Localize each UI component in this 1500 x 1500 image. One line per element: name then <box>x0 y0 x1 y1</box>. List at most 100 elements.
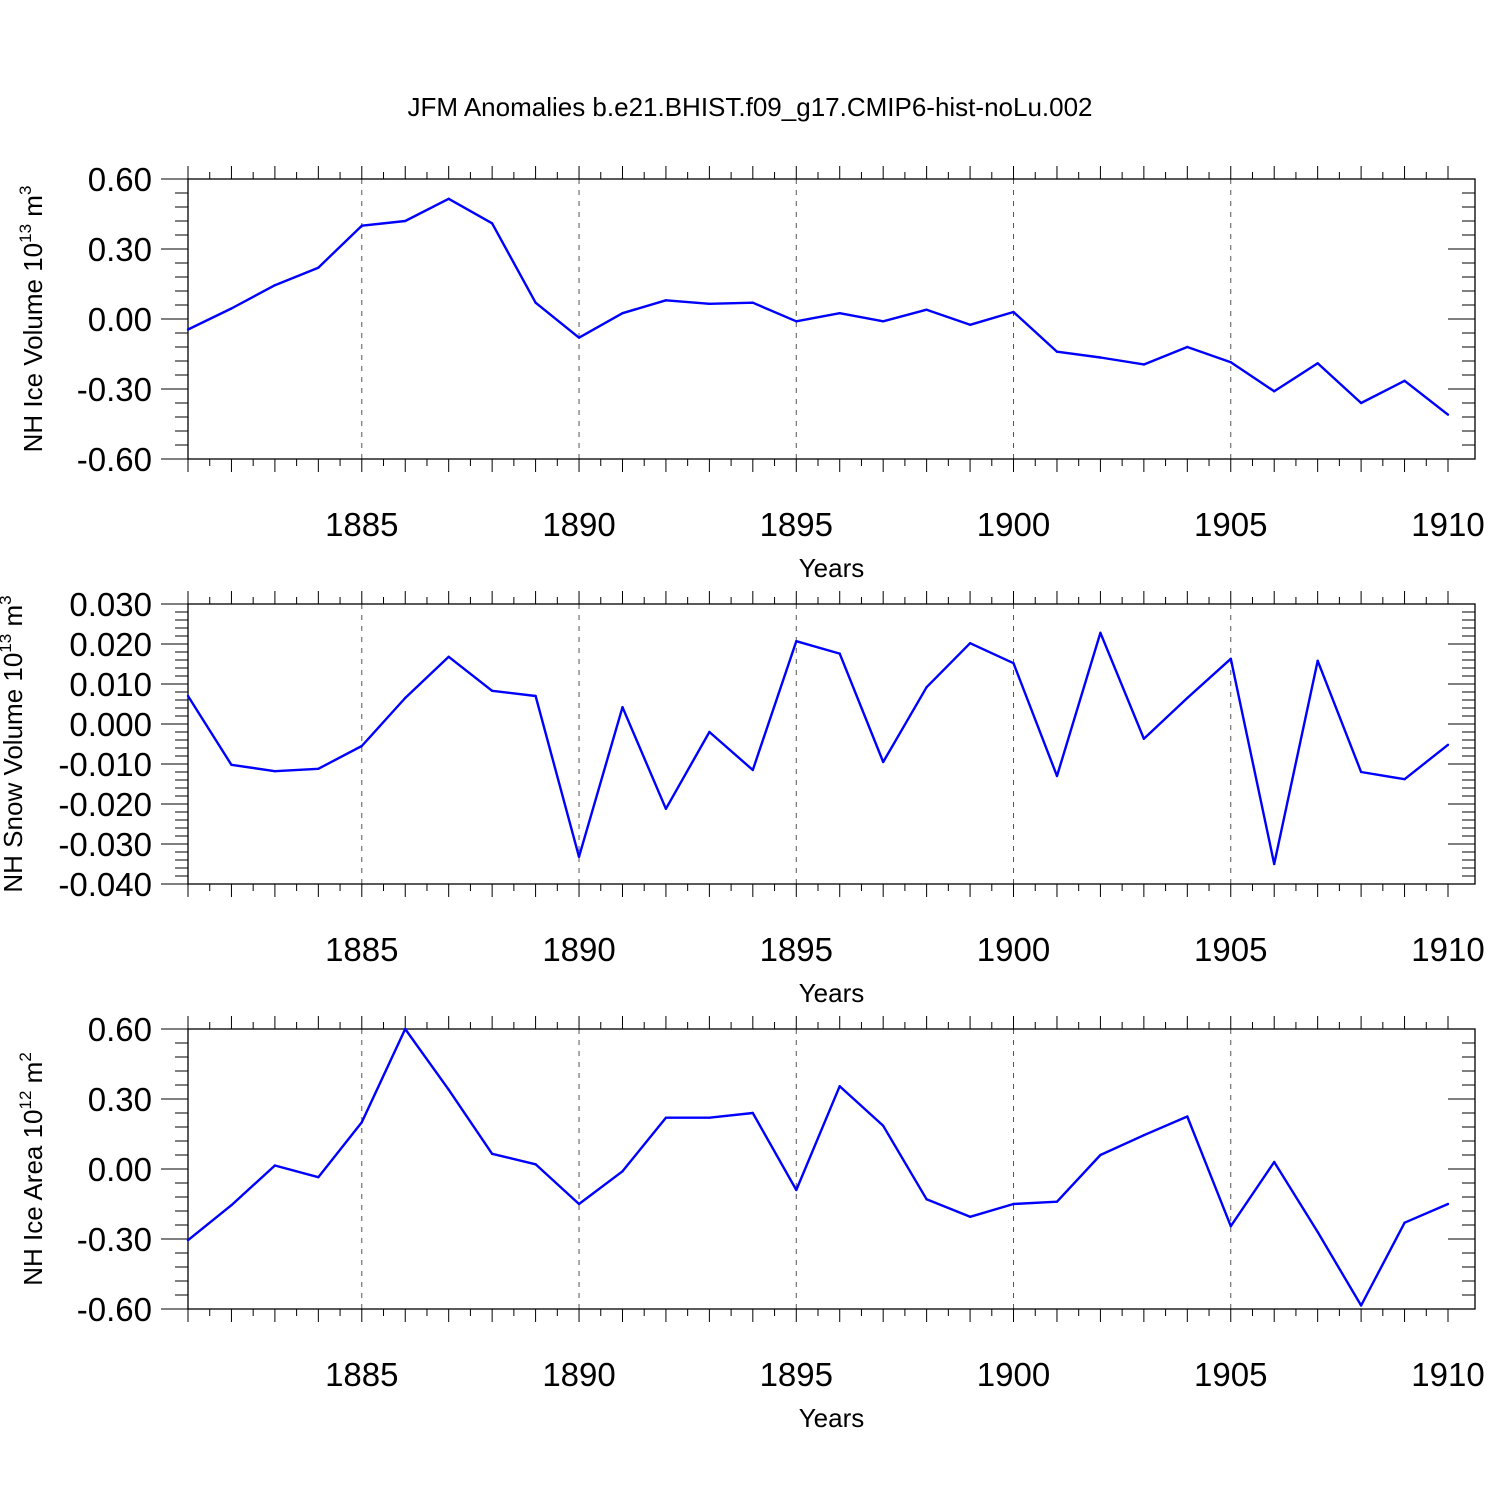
data-point <box>751 1111 755 1115</box>
x-axis-label: Years <box>799 978 865 1008</box>
data-point <box>490 689 494 692</box>
data-point <box>751 301 755 304</box>
data-point <box>968 1215 972 1219</box>
data-point <box>317 767 320 770</box>
panel-2: 0.0300.0200.0100.000-0.010-0.020-0.030-0… <box>0 586 1485 1008</box>
data-point <box>881 760 885 764</box>
data-point <box>1055 1200 1059 1203</box>
series-line <box>187 1027 1449 1307</box>
data-point <box>186 1238 190 1242</box>
data-point <box>1446 1202 1450 1206</box>
data-point <box>534 301 537 304</box>
data-point <box>795 1188 798 1192</box>
y-tick-label: 0.30 <box>88 1081 152 1118</box>
data-point <box>1099 1153 1102 1157</box>
data-point <box>1403 1221 1406 1224</box>
y-tick-label: -0.60 <box>77 441 152 478</box>
y-axis-label: NH Snow Volume 1013 m3 <box>0 595 28 892</box>
series-line <box>186 631 1449 866</box>
data-point <box>1186 696 1189 700</box>
data-point <box>1142 737 1146 740</box>
x-axis-label: Years <box>799 1403 865 1433</box>
data-point <box>621 706 624 709</box>
y-tick-label: -0.30 <box>77 371 152 408</box>
y-tick-label: -0.020 <box>58 786 152 823</box>
data-point <box>230 307 233 310</box>
x-tick-label: 1900 <box>977 931 1050 968</box>
data-point <box>447 655 450 658</box>
data-point <box>230 1203 233 1207</box>
data-point <box>838 652 841 655</box>
data-point <box>1359 1304 1363 1307</box>
data-point <box>360 224 363 227</box>
data-point <box>360 1121 363 1124</box>
panel-1: 0.60 0.30 0.00 -0.30 -0.60 1885 1890 1895 1900 19… <box>16 161 1485 583</box>
data-point <box>751 768 755 772</box>
x-tick-label: 1890 <box>542 1356 615 1393</box>
y-tick-label: 0.030 <box>69 586 152 623</box>
data-point <box>881 1124 885 1128</box>
data-point <box>968 642 972 645</box>
y-tick-label: 0.60 <box>88 1011 152 1048</box>
data-point <box>1229 1224 1232 1228</box>
y-tick-label: 0.020 <box>69 626 152 663</box>
data-point <box>273 770 277 773</box>
data-point <box>1316 362 1319 365</box>
plot-frame <box>187 178 1476 460</box>
data-point <box>1273 390 1276 393</box>
y-tick-label: 0.60 <box>88 161 152 198</box>
x-tick-label: 1885 <box>325 931 398 968</box>
y-tick-label: 0.000 <box>69 706 152 743</box>
x-tick-label: 1910 <box>1411 931 1484 968</box>
plot-frame <box>187 1028 1476 1310</box>
data-point <box>404 696 407 700</box>
data-point <box>1446 743 1450 746</box>
x-tick-label: 1905 <box>1194 1356 1267 1393</box>
data-point <box>1273 1160 1276 1164</box>
data-point <box>404 219 407 223</box>
data-point <box>1316 1230 1319 1234</box>
data-point <box>273 283 277 287</box>
x-tick-label: 1890 <box>542 506 615 543</box>
data-point <box>404 1027 407 1031</box>
y-tick-label: -0.040 <box>58 866 152 903</box>
data-point <box>447 1088 450 1091</box>
data-point <box>1446 413 1450 416</box>
data-point <box>881 320 885 323</box>
y-tick-label: -0.60 <box>77 1291 152 1328</box>
data-point <box>795 640 798 643</box>
data-point <box>1316 659 1319 662</box>
data-point <box>490 222 494 225</box>
data-point <box>621 311 624 315</box>
data-point <box>1099 631 1102 634</box>
data-point <box>1099 356 1102 359</box>
data-point <box>534 694 537 698</box>
data-point <box>1012 1202 1015 1206</box>
y-tick-label: -0.010 <box>58 746 152 783</box>
y-axis-label: NH Ice Volume 1013 m3 <box>16 186 48 453</box>
data-point <box>708 302 711 306</box>
y-tick-label: 0.30 <box>88 231 152 268</box>
data-point <box>664 299 668 302</box>
data-point <box>1186 1115 1189 1118</box>
data-point <box>1055 774 1059 778</box>
series-line <box>187 197 1449 416</box>
data-point <box>1055 350 1059 353</box>
data-point <box>925 686 928 689</box>
x-tick-label: 1890 <box>542 931 615 968</box>
data-point <box>925 1198 928 1201</box>
x-tick-label: 1885 <box>325 1356 398 1393</box>
data-point <box>1403 379 1406 383</box>
data-point <box>577 336 581 339</box>
x-tick-label: 1910 <box>1411 1356 1484 1393</box>
data-point <box>577 1202 581 1206</box>
y-tick-label: -0.30 <box>77 1221 152 1258</box>
data-point <box>1012 662 1015 665</box>
data-point <box>664 807 668 810</box>
data-point <box>360 744 363 748</box>
data-point <box>1012 310 1015 314</box>
data-point <box>968 323 972 327</box>
data-point <box>273 1164 277 1167</box>
data-point <box>1359 401 1363 405</box>
data-point <box>317 266 320 269</box>
